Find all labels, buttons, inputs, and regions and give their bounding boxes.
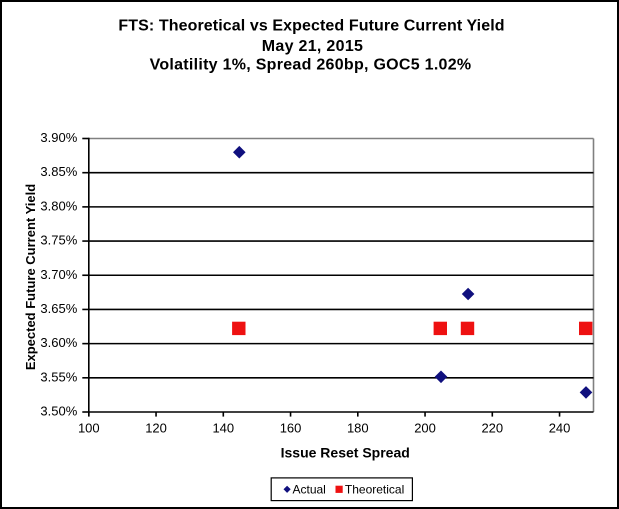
svg-text:240: 240 — [549, 421, 571, 436]
svg-text:FTS: Theoretical vs Expected F: FTS: Theoretical vs Expected Future Curr… — [118, 17, 504, 34]
svg-text:100: 100 — [78, 421, 100, 436]
svg-text:3.70%: 3.70% — [40, 267, 77, 282]
svg-text:220: 220 — [481, 421, 503, 436]
svg-text:Volatility 1%, Spread 260bp, G: Volatility 1%, Spread 260bp, GOC5 1.02% — [150, 57, 472, 74]
svg-text:180: 180 — [347, 421, 369, 436]
svg-text:3.50%: 3.50% — [40, 404, 77, 419]
svg-text:Expected Future Current Yield: Expected Future Current Yield — [23, 184, 38, 370]
svg-text:Actual: Actual — [293, 483, 326, 497]
svg-text:3.65%: 3.65% — [40, 301, 77, 316]
svg-text:3.90%: 3.90% — [40, 130, 77, 145]
svg-text:160: 160 — [280, 421, 302, 436]
svg-text:140: 140 — [212, 421, 234, 436]
svg-text:200: 200 — [414, 421, 436, 436]
svg-text:Issue Reset Spread: Issue Reset Spread — [281, 444, 410, 460]
svg-text:3.60%: 3.60% — [40, 335, 77, 350]
svg-text:3.75%: 3.75% — [40, 233, 77, 248]
svg-text:3.85%: 3.85% — [40, 164, 77, 179]
svg-text:Theoretical: Theoretical — [345, 483, 404, 497]
svg-text:120: 120 — [145, 421, 167, 436]
svg-text:3.55%: 3.55% — [40, 369, 77, 384]
svg-text:3.80%: 3.80% — [40, 198, 77, 213]
svg-text:May 21, 2015: May 21, 2015 — [262, 38, 363, 55]
